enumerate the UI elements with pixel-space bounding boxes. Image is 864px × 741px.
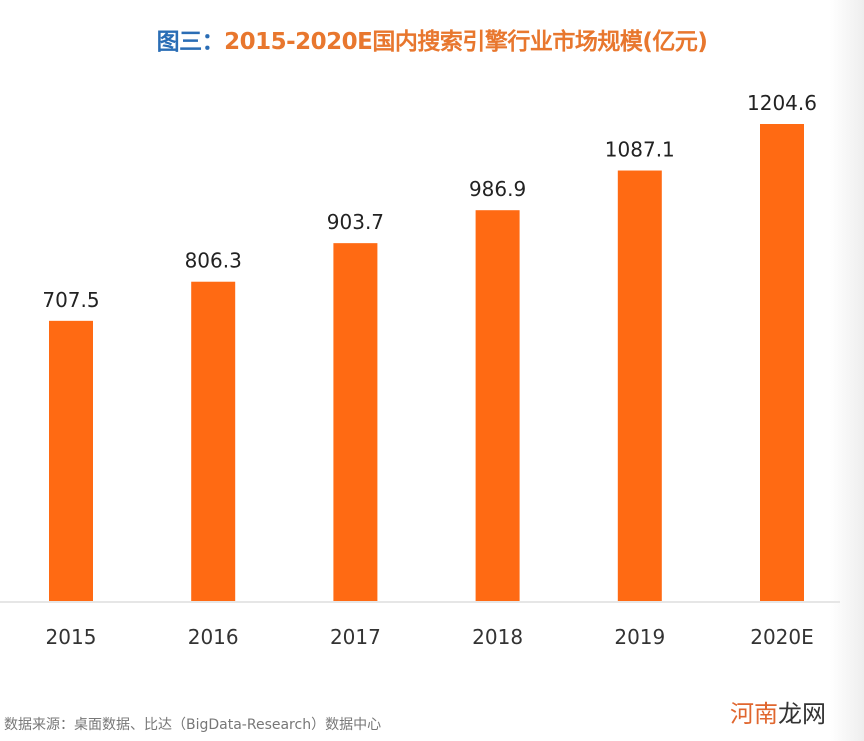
bar-2019 [617,170,662,601]
x-tick-label: 2018 [472,625,523,649]
x-tick-label: 2020E [750,625,814,649]
data-label: 986.9 [469,177,526,201]
bar-2016 [191,281,236,601]
data-label: 1087.1 [605,138,675,162]
bar-2018 [475,210,520,601]
data-label: 1204.6 [747,91,817,115]
x-tick-label: 2019 [614,625,665,649]
x-tick-label: 2015 [46,625,97,649]
data-label: 806.3 [185,249,242,273]
title-main: 2015-2020E国内搜索引擎行业市场规模(亿元) [224,29,708,55]
data-label: 903.7 [327,210,384,234]
page-edge-shadow [830,0,864,741]
x-tick-label: 2017 [330,625,381,649]
chart-title: 图三：2015-2020E国内搜索引擎行业市场规模(亿元) [0,22,864,56]
watermark: 河南龙网 [730,700,826,728]
bar-2017 [333,243,378,601]
data-label: 707.5 [42,288,99,312]
source-note: 数据来源：桌面数据、比达（BigData-Research）数据中心 [4,717,382,733]
bar-2015 [49,320,93,601]
bar-2020E [760,124,804,601]
x-tick-label: 2016 [188,625,239,649]
title-prefix: 图三： [156,29,225,55]
